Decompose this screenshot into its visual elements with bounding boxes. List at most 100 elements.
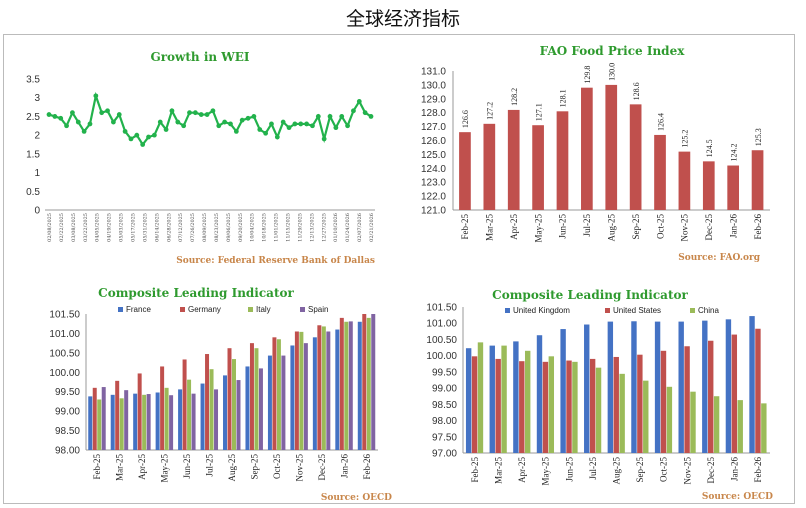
legend-label: China bbox=[698, 306, 719, 315]
x-tick-label: 07/12/2025 bbox=[178, 213, 184, 242]
y-tick-label: 99.00 bbox=[55, 407, 80, 418]
bar-italy bbox=[209, 369, 214, 450]
legend-swatch bbox=[300, 307, 305, 312]
wei-point bbox=[251, 114, 257, 119]
x-tick-label: Nov-25 bbox=[682, 457, 692, 485]
y-tick-label: 121.0 bbox=[421, 206, 446, 217]
x-tick-label: Apr-25 bbox=[137, 454, 147, 480]
x-tick-label: Feb-26 bbox=[362, 454, 372, 480]
bar-china bbox=[501, 345, 507, 453]
wei-point bbox=[111, 119, 116, 125]
chart-cli-major: Composite Leading Indicator Source: OECD 9… bbox=[426, 288, 773, 502]
y-tick-label: 3.5 bbox=[26, 75, 40, 86]
x-tick-label: 05/17/2025 bbox=[130, 213, 136, 242]
wei-point bbox=[99, 110, 105, 116]
bar-italy bbox=[164, 387, 169, 450]
chart-source: Source: FAO.org bbox=[678, 253, 760, 263]
bar-fao-food-price-index bbox=[459, 132, 471, 210]
wei-point bbox=[368, 114, 374, 119]
wei-point bbox=[286, 125, 292, 131]
x-tick-label: Jan-26 bbox=[339, 454, 349, 478]
chart-title: Composite Leading Indicator bbox=[98, 286, 294, 300]
data-label: 126.4 bbox=[656, 113, 665, 131]
bar-spain bbox=[214, 389, 219, 450]
bar-italy bbox=[97, 399, 102, 450]
bar-germany bbox=[294, 331, 299, 450]
y-tick-label: 125.0 bbox=[421, 150, 446, 161]
wei-point bbox=[298, 121, 304, 127]
data-label: 130.0 bbox=[608, 63, 617, 81]
wei-point bbox=[122, 129, 128, 134]
data-label: 128.2 bbox=[510, 88, 519, 106]
bar-germany bbox=[182, 359, 187, 450]
y-tick-label: 0 bbox=[34, 206, 40, 217]
x-tick-label: Jul-25 bbox=[205, 454, 215, 477]
data-label: 128.6 bbox=[632, 82, 641, 100]
bar-united-kingdom bbox=[631, 321, 637, 453]
wei-point bbox=[81, 129, 87, 134]
chart-source: Source: Federal Reserve Bank of Dallas bbox=[176, 256, 375, 266]
bar-united-kingdom bbox=[607, 321, 614, 453]
bar-china bbox=[737, 400, 743, 453]
y-tick-label: 126.0 bbox=[421, 136, 446, 147]
bar-fao-food-price-index bbox=[678, 151, 691, 210]
legend-swatch bbox=[248, 307, 253, 312]
x-tick-label: 02/21/2026 bbox=[369, 213, 375, 242]
chart-source: Source: OECD bbox=[702, 492, 773, 502]
bar-spain bbox=[371, 314, 376, 450]
wei-point bbox=[362, 110, 368, 116]
x-tick-label: Dec-25 bbox=[317, 454, 327, 481]
x-tick-label: 01/10/2026 bbox=[333, 213, 339, 242]
legend-label: United States bbox=[613, 306, 661, 315]
bar-spain bbox=[169, 395, 174, 450]
x-tick-label: Feb-25 bbox=[92, 454, 102, 480]
wei-point bbox=[351, 108, 356, 114]
legend-swatch bbox=[690, 308, 695, 313]
bar-china bbox=[548, 356, 555, 453]
bar-fao-food-price-index bbox=[581, 87, 593, 210]
x-tick-label: Feb-26 bbox=[753, 457, 763, 483]
bar-united-states bbox=[755, 328, 761, 453]
wei-point bbox=[274, 134, 280, 140]
bar-spain bbox=[101, 387, 106, 450]
bar-spain bbox=[124, 390, 129, 450]
wei-point bbox=[304, 121, 309, 127]
bar-united-kingdom bbox=[678, 321, 684, 453]
wei-point bbox=[70, 110, 75, 116]
data-label: 129.8 bbox=[583, 66, 592, 84]
legend-swatch bbox=[118, 307, 123, 312]
x-tick-label: May-25 bbox=[541, 457, 551, 486]
bar-france bbox=[133, 393, 138, 450]
data-label: 128.1 bbox=[559, 89, 568, 107]
bar-spain bbox=[303, 343, 308, 450]
x-tick-label: Sep-25 bbox=[631, 214, 641, 240]
bar-fao-food-price-index bbox=[702, 161, 715, 210]
x-tick-label: 07/26/2025 bbox=[190, 213, 196, 242]
x-tick-label: May-25 bbox=[160, 454, 170, 483]
legend-swatch bbox=[505, 308, 510, 313]
x-tick-label: Oct-25 bbox=[272, 454, 282, 479]
wei-point bbox=[198, 112, 204, 117]
y-tick-label: 99.50 bbox=[432, 367, 457, 378]
wei-point bbox=[87, 121, 93, 127]
bar-united-kingdom bbox=[702, 320, 708, 453]
wei-point bbox=[46, 112, 52, 117]
x-tick-label: 08/09/2025 bbox=[202, 213, 208, 242]
x-tick-label: Jul-25 bbox=[588, 457, 598, 480]
wei-point bbox=[310, 123, 315, 129]
legend-label: Italy bbox=[256, 305, 271, 314]
y-tick-label: 127.0 bbox=[421, 122, 446, 133]
y-tick-label: 100.50 bbox=[49, 348, 80, 359]
y-tick-label: 129.0 bbox=[421, 94, 446, 105]
bar-france bbox=[267, 355, 272, 450]
bar-spain bbox=[326, 331, 331, 450]
x-tick-label: Feb-25 bbox=[470, 457, 480, 483]
chart-fao: FAO Food Price Index Source: FAO.org 121.0… bbox=[421, 44, 770, 263]
bar-united-states bbox=[613, 356, 619, 453]
bar-fao-food-price-index bbox=[629, 104, 642, 210]
bar-germany bbox=[92, 387, 97, 450]
x-tick-label: Oct-25 bbox=[659, 457, 669, 482]
bar-united-kingdom bbox=[654, 321, 661, 453]
legend-swatch bbox=[180, 307, 185, 312]
wei-point bbox=[280, 119, 286, 125]
